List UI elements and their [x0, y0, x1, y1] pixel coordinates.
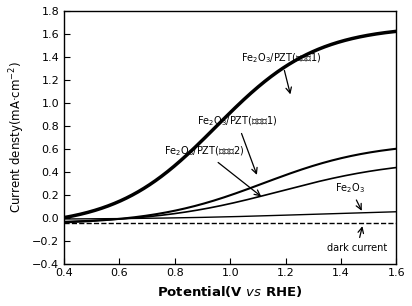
Text: dark current: dark current — [327, 227, 387, 253]
X-axis label: Potential(V $\it{vs}$ RHE): Potential(V $\it{vs}$ RHE) — [157, 284, 303, 299]
Text: Fe$_2$O$_3$/PZT(对比例1): Fe$_2$O$_3$/PZT(对比例1) — [197, 114, 277, 174]
Text: Fe$_2$O$_3$: Fe$_2$O$_3$ — [335, 181, 365, 210]
Text: Fe$_2$O$_3$/PZT(实施例1): Fe$_2$O$_3$/PZT(实施例1) — [241, 51, 321, 93]
Y-axis label: Current densty(mA·cm$^{-2}$): Current densty(mA·cm$^{-2}$) — [7, 61, 26, 213]
Text: Fe$_2$O$_3$/PZT(对比例2): Fe$_2$O$_3$/PZT(对比例2) — [164, 144, 260, 196]
